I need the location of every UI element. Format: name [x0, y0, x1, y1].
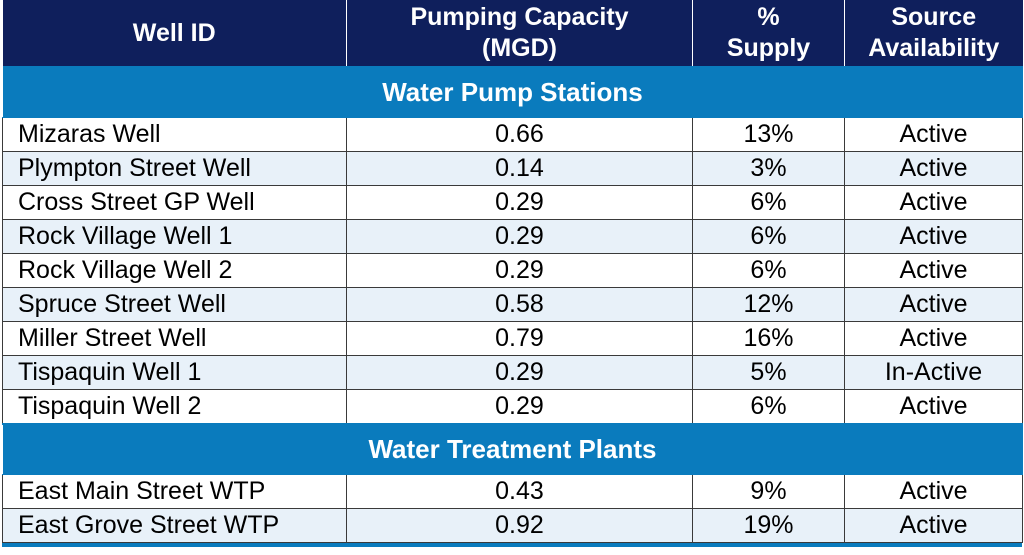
section-title: Water Pump Stations: [2, 66, 1023, 118]
pumping-capacity: 0.66: [346, 117, 693, 152]
well-capacity-table: Well ID Pumping Capacity (MGD) % Supply So…: [2, 0, 1023, 543]
source-status: Active: [844, 151, 1023, 186]
source-status: Active: [844, 117, 1023, 152]
header-pumping-capacity: Pumping Capacity (MGD): [346, 0, 693, 68]
pumping-capacity: 0.29: [346, 355, 693, 390]
well-name: Mizaras Well: [2, 117, 347, 152]
section-header-treatment-plants: Water Treatment Plants: [2, 423, 1023, 475]
source-status: Active: [844, 389, 1023, 425]
well-name: Miller Street Well: [2, 321, 347, 356]
table-row: Miller Street Well 0.79 16% Active: [2, 321, 1023, 356]
table-row: Rock Village Well 2 0.29 6% Active: [2, 253, 1023, 288]
source-status: Active: [844, 219, 1023, 254]
source-status: Active: [844, 253, 1023, 288]
source-status: Active: [844, 474, 1023, 509]
well-name: Rock Village Well 2: [2, 253, 347, 288]
header-source-availability: Source Availability: [844, 0, 1023, 68]
well-name: Tispaquin Well 2: [2, 389, 347, 425]
source-status: Active: [844, 508, 1023, 543]
section-header-pump-stations: Water Pump Stations: [2, 66, 1023, 118]
source-status: Active: [844, 321, 1023, 356]
percent-supply: 6%: [692, 389, 845, 425]
table-row: Mizaras Well 0.66 13% Active: [2, 117, 1023, 152]
pumping-capacity: 0.29: [346, 185, 693, 220]
header-percent-supply: % Supply: [692, 0, 845, 68]
table-row: East Main Street WTP 0.43 9% Active: [2, 474, 1023, 509]
percent-supply: 6%: [692, 219, 845, 254]
percent-supply: 9%: [692, 474, 845, 509]
well-name: Tispaquin Well 1: [2, 355, 347, 390]
pumping-capacity: 0.14: [346, 151, 693, 186]
well-name: Cross Street GP Well: [2, 185, 347, 220]
source-status: Active: [844, 185, 1023, 220]
table-bottom-border: [2, 543, 1022, 547]
percent-supply: 6%: [692, 185, 845, 220]
table-row: Tispaquin Well 2 0.29 6% Active: [2, 389, 1023, 425]
section-title: Water Treatment Plants: [2, 423, 1023, 475]
percent-supply: 13%: [692, 117, 845, 152]
header-well-id: Well ID: [2, 0, 347, 68]
table-header-row: Well ID Pumping Capacity (MGD) % Supply So…: [2, 0, 1023, 68]
percent-supply: 3%: [692, 151, 845, 186]
percent-supply: 19%: [692, 508, 845, 543]
percent-supply: 6%: [692, 253, 845, 288]
well-name: East Grove Street WTP: [2, 508, 347, 543]
pumping-capacity: 0.29: [346, 389, 693, 425]
percent-supply: 5%: [692, 355, 845, 390]
pumping-capacity: 0.29: [346, 253, 693, 288]
well-name: Spruce Street Well: [2, 287, 347, 322]
table-row: Spruce Street Well 0.58 12% Active: [2, 287, 1023, 322]
table-row: Rock Village Well 1 0.29 6% Active: [2, 219, 1023, 254]
pumping-capacity: 0.79: [346, 321, 693, 356]
percent-supply: 16%: [692, 321, 845, 356]
table-row: East Grove Street WTP 0.92 19% Active: [2, 508, 1023, 543]
pumping-capacity: 0.29: [346, 219, 693, 254]
well-name: East Main Street WTP: [2, 474, 347, 509]
source-status: In-Active: [844, 355, 1023, 390]
pumping-capacity: 0.92: [346, 508, 693, 543]
percent-supply: 12%: [692, 287, 845, 322]
pumping-capacity: 0.43: [346, 474, 693, 509]
table-row: Tispaquin Well 1 0.29 5% In-Active: [2, 355, 1023, 390]
pumping-capacity: 0.58: [346, 287, 693, 322]
table-row: Plympton Street Well 0.14 3% Active: [2, 151, 1023, 186]
well-name: Rock Village Well 1: [2, 219, 347, 254]
table-row: Cross Street GP Well 0.29 6% Active: [2, 185, 1023, 220]
source-status: Active: [844, 287, 1023, 322]
well-name: Plympton Street Well: [2, 151, 347, 186]
